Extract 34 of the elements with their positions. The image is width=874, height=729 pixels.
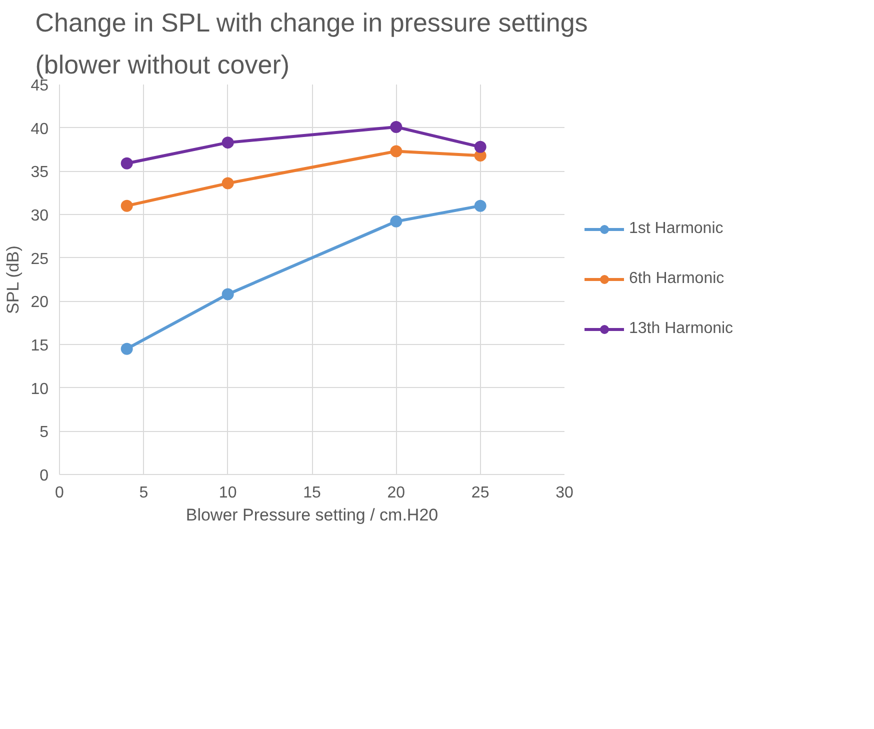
point xyxy=(390,120,402,133)
x-tick-label: 20 xyxy=(387,484,406,502)
point xyxy=(222,136,234,149)
x-tick-label: 25 xyxy=(471,484,490,502)
point xyxy=(120,157,133,170)
point xyxy=(120,200,133,212)
y-tick-label: 40 xyxy=(30,120,49,138)
x-axis-title: Blower Pressure setting / cm.H20 xyxy=(186,506,438,524)
point xyxy=(120,342,133,355)
y-tick-label: 45 xyxy=(30,78,49,94)
point xyxy=(390,215,402,228)
y-tick-label: 25 xyxy=(30,250,49,268)
point xyxy=(474,140,486,153)
legend-label: 13th Harmonic xyxy=(629,320,734,338)
y-axis-title: SPL (dB) xyxy=(4,246,23,314)
legend-label: 6th Harmonic xyxy=(629,270,724,288)
y-tick-label: 35 xyxy=(30,164,49,182)
point xyxy=(390,145,402,158)
y-tick-label: 30 xyxy=(30,208,49,224)
x-tick-label: 10 xyxy=(218,484,237,502)
y-tick-label: 0 xyxy=(40,468,49,484)
point xyxy=(474,200,486,212)
chart-title: Change in SPL with change in pressure settings (blower without cover) xyxy=(35,8,588,80)
x-tick-label: 0 xyxy=(55,484,64,502)
x-tick-label: 15 xyxy=(303,484,321,502)
x-tick-label: 30 xyxy=(556,484,574,502)
y-tick-label: 5 xyxy=(40,424,49,442)
point xyxy=(222,288,234,300)
y-tick-label: 15 xyxy=(30,338,49,354)
point xyxy=(222,177,234,190)
x-tick-label: 5 xyxy=(139,484,148,502)
y-tick-label: 20 xyxy=(30,294,49,312)
legend-label: 1st Harmonic xyxy=(629,220,724,238)
y-tick-label: 10 xyxy=(30,380,49,398)
